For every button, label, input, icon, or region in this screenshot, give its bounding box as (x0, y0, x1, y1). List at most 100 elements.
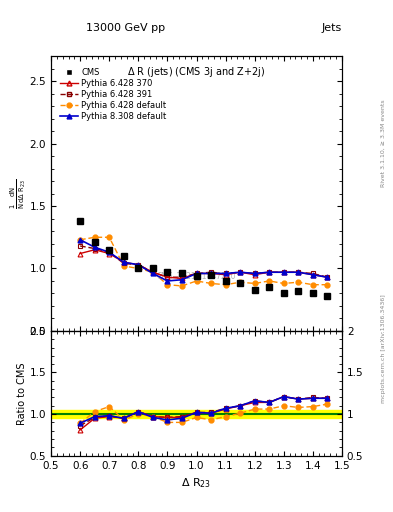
Pythia 6.428 370 (136, 262, 141, 268)
CMS (325, 293, 330, 299)
Line: Pythia 6.428 default: Pythia 6.428 default (78, 235, 330, 288)
Pythia 6.428 370 (325, 274, 330, 280)
Pythia 8.308 default (238, 269, 242, 275)
Pythia 6.428 391 (325, 274, 330, 280)
Y-axis label: $\mathregular{\frac{1}{N}\frac{dN}{d\Delta\ R_{23}}}$: $\mathregular{\frac{1}{N}\frac{dN}{d\Del… (9, 178, 28, 209)
Pythia 6.428 391 (223, 270, 228, 276)
Pythia 8.308 default (281, 269, 286, 275)
Pythia 6.428 391 (310, 270, 315, 276)
Pythia 6.428 370 (238, 269, 242, 275)
CMS (107, 247, 112, 253)
Pythia 8.308 default (325, 274, 330, 280)
CMS (296, 288, 301, 294)
Pythia 6.428 370 (121, 259, 126, 265)
Pythia 6.428 391 (92, 245, 97, 251)
Pythia 6.428 391 (194, 270, 199, 276)
Text: $\Delta$ R (jets) (CMS 3j and Z+2j): $\Delta$ R (jets) (CMS 3j and Z+2j) (127, 65, 266, 78)
Line: Pythia 8.308 default: Pythia 8.308 default (78, 238, 330, 283)
CMS (223, 278, 228, 284)
Pythia 8.308 default (209, 270, 213, 276)
Pythia 8.308 default (92, 244, 97, 250)
Pythia 8.308 default (151, 270, 155, 276)
Pythia 8.308 default (165, 278, 170, 284)
Line: Pythia 6.428 370: Pythia 6.428 370 (78, 247, 330, 281)
Pythia 6.428 370 (194, 270, 199, 276)
Pythia 6.428 370 (92, 247, 97, 253)
Pythia 6.428 370 (281, 269, 286, 275)
Pythia 8.308 default (121, 259, 126, 265)
CMS (267, 284, 272, 290)
Pythia 6.428 370 (180, 275, 184, 282)
Pythia 6.428 default (194, 278, 199, 284)
Pythia 6.428 391 (107, 249, 112, 255)
Pythia 6.428 370 (296, 269, 301, 275)
Pythia 6.428 391 (151, 269, 155, 275)
Pythia 6.428 370 (223, 272, 228, 278)
CMS (238, 281, 242, 287)
Pythia 6.428 391 (252, 270, 257, 276)
Pythia 6.428 default (310, 282, 315, 288)
Pythia 6.428 370 (151, 269, 155, 275)
Pythia 6.428 default (223, 282, 228, 288)
Pythia 6.428 default (209, 281, 213, 287)
Pythia 6.428 370 (310, 272, 315, 278)
CMS (310, 290, 315, 296)
Pythia 6.428 391 (267, 269, 272, 275)
Pythia 6.428 default (252, 281, 257, 287)
Pythia 6.428 default (296, 279, 301, 285)
Pythia 6.428 391 (165, 274, 170, 280)
Pythia 8.308 default (252, 270, 257, 276)
Bar (51, 410, 342, 418)
Pythia 6.428 default (92, 234, 97, 240)
Pythia 6.428 370 (252, 272, 257, 278)
Pythia 8.308 default (296, 269, 301, 275)
Pythia 8.308 default (136, 262, 141, 268)
Pythia 6.428 default (165, 282, 170, 288)
Legend: CMS, Pythia 6.428 370, Pythia 6.428 391, Pythia 6.428 default, Pythia 8.308 defa: CMS, Pythia 6.428 370, Pythia 6.428 391,… (58, 66, 169, 123)
Text: 13000 GeV pp: 13000 GeV pp (86, 23, 165, 33)
CMS (121, 253, 126, 259)
Pythia 8.308 default (194, 270, 199, 276)
Pythia 8.308 default (180, 276, 184, 283)
Pythia 8.308 default (267, 269, 272, 275)
Pythia 6.428 391 (121, 261, 126, 267)
Pythia 6.428 default (238, 279, 242, 285)
Pythia 6.428 370 (165, 274, 170, 280)
CMS (165, 269, 170, 275)
Text: Rivet 3.1.10, ≥ 3.3M events: Rivet 3.1.10, ≥ 3.3M events (381, 99, 386, 187)
Pythia 6.428 370 (78, 250, 83, 257)
Pythia 6.428 default (180, 283, 184, 289)
Pythia 6.428 default (78, 237, 83, 243)
Pythia 6.428 391 (238, 269, 242, 275)
Pythia 8.308 default (310, 272, 315, 278)
CMS (194, 273, 199, 279)
Pythia 6.428 391 (209, 269, 213, 275)
Pythia 6.428 391 (78, 243, 83, 249)
CMS (281, 290, 286, 296)
CMS (209, 272, 213, 278)
Pythia 6.428 370 (107, 250, 112, 257)
Pythia 6.428 391 (136, 262, 141, 268)
Pythia 6.428 370 (267, 269, 272, 275)
Pythia 6.428 default (136, 265, 141, 271)
CMS (252, 287, 257, 293)
CMS (151, 265, 155, 271)
Pythia 8.308 default (78, 237, 83, 243)
Pythia 6.428 default (267, 278, 272, 284)
Pythia 6.428 default (281, 281, 286, 287)
CMS (136, 265, 141, 271)
X-axis label: $\Delta$ R$_{23}$: $\Delta$ R$_{23}$ (182, 476, 211, 490)
Text: Jets: Jets (321, 23, 342, 33)
CMS (92, 239, 97, 245)
CMS (78, 218, 83, 224)
Pythia 6.428 default (121, 263, 126, 269)
Text: CMS_2021_I1847230: CMS_2021_I1847230 (157, 271, 236, 281)
Pythia 6.428 default (107, 234, 112, 240)
Pythia 8.308 default (107, 249, 112, 255)
Pythia 6.428 default (151, 269, 155, 275)
Pythia 8.308 default (223, 270, 228, 276)
Line: CMS: CMS (77, 218, 331, 299)
Line: Pythia 6.428 391: Pythia 6.428 391 (78, 244, 330, 280)
Pythia 6.428 default (325, 282, 330, 288)
Y-axis label: Ratio to CMS: Ratio to CMS (17, 362, 27, 424)
